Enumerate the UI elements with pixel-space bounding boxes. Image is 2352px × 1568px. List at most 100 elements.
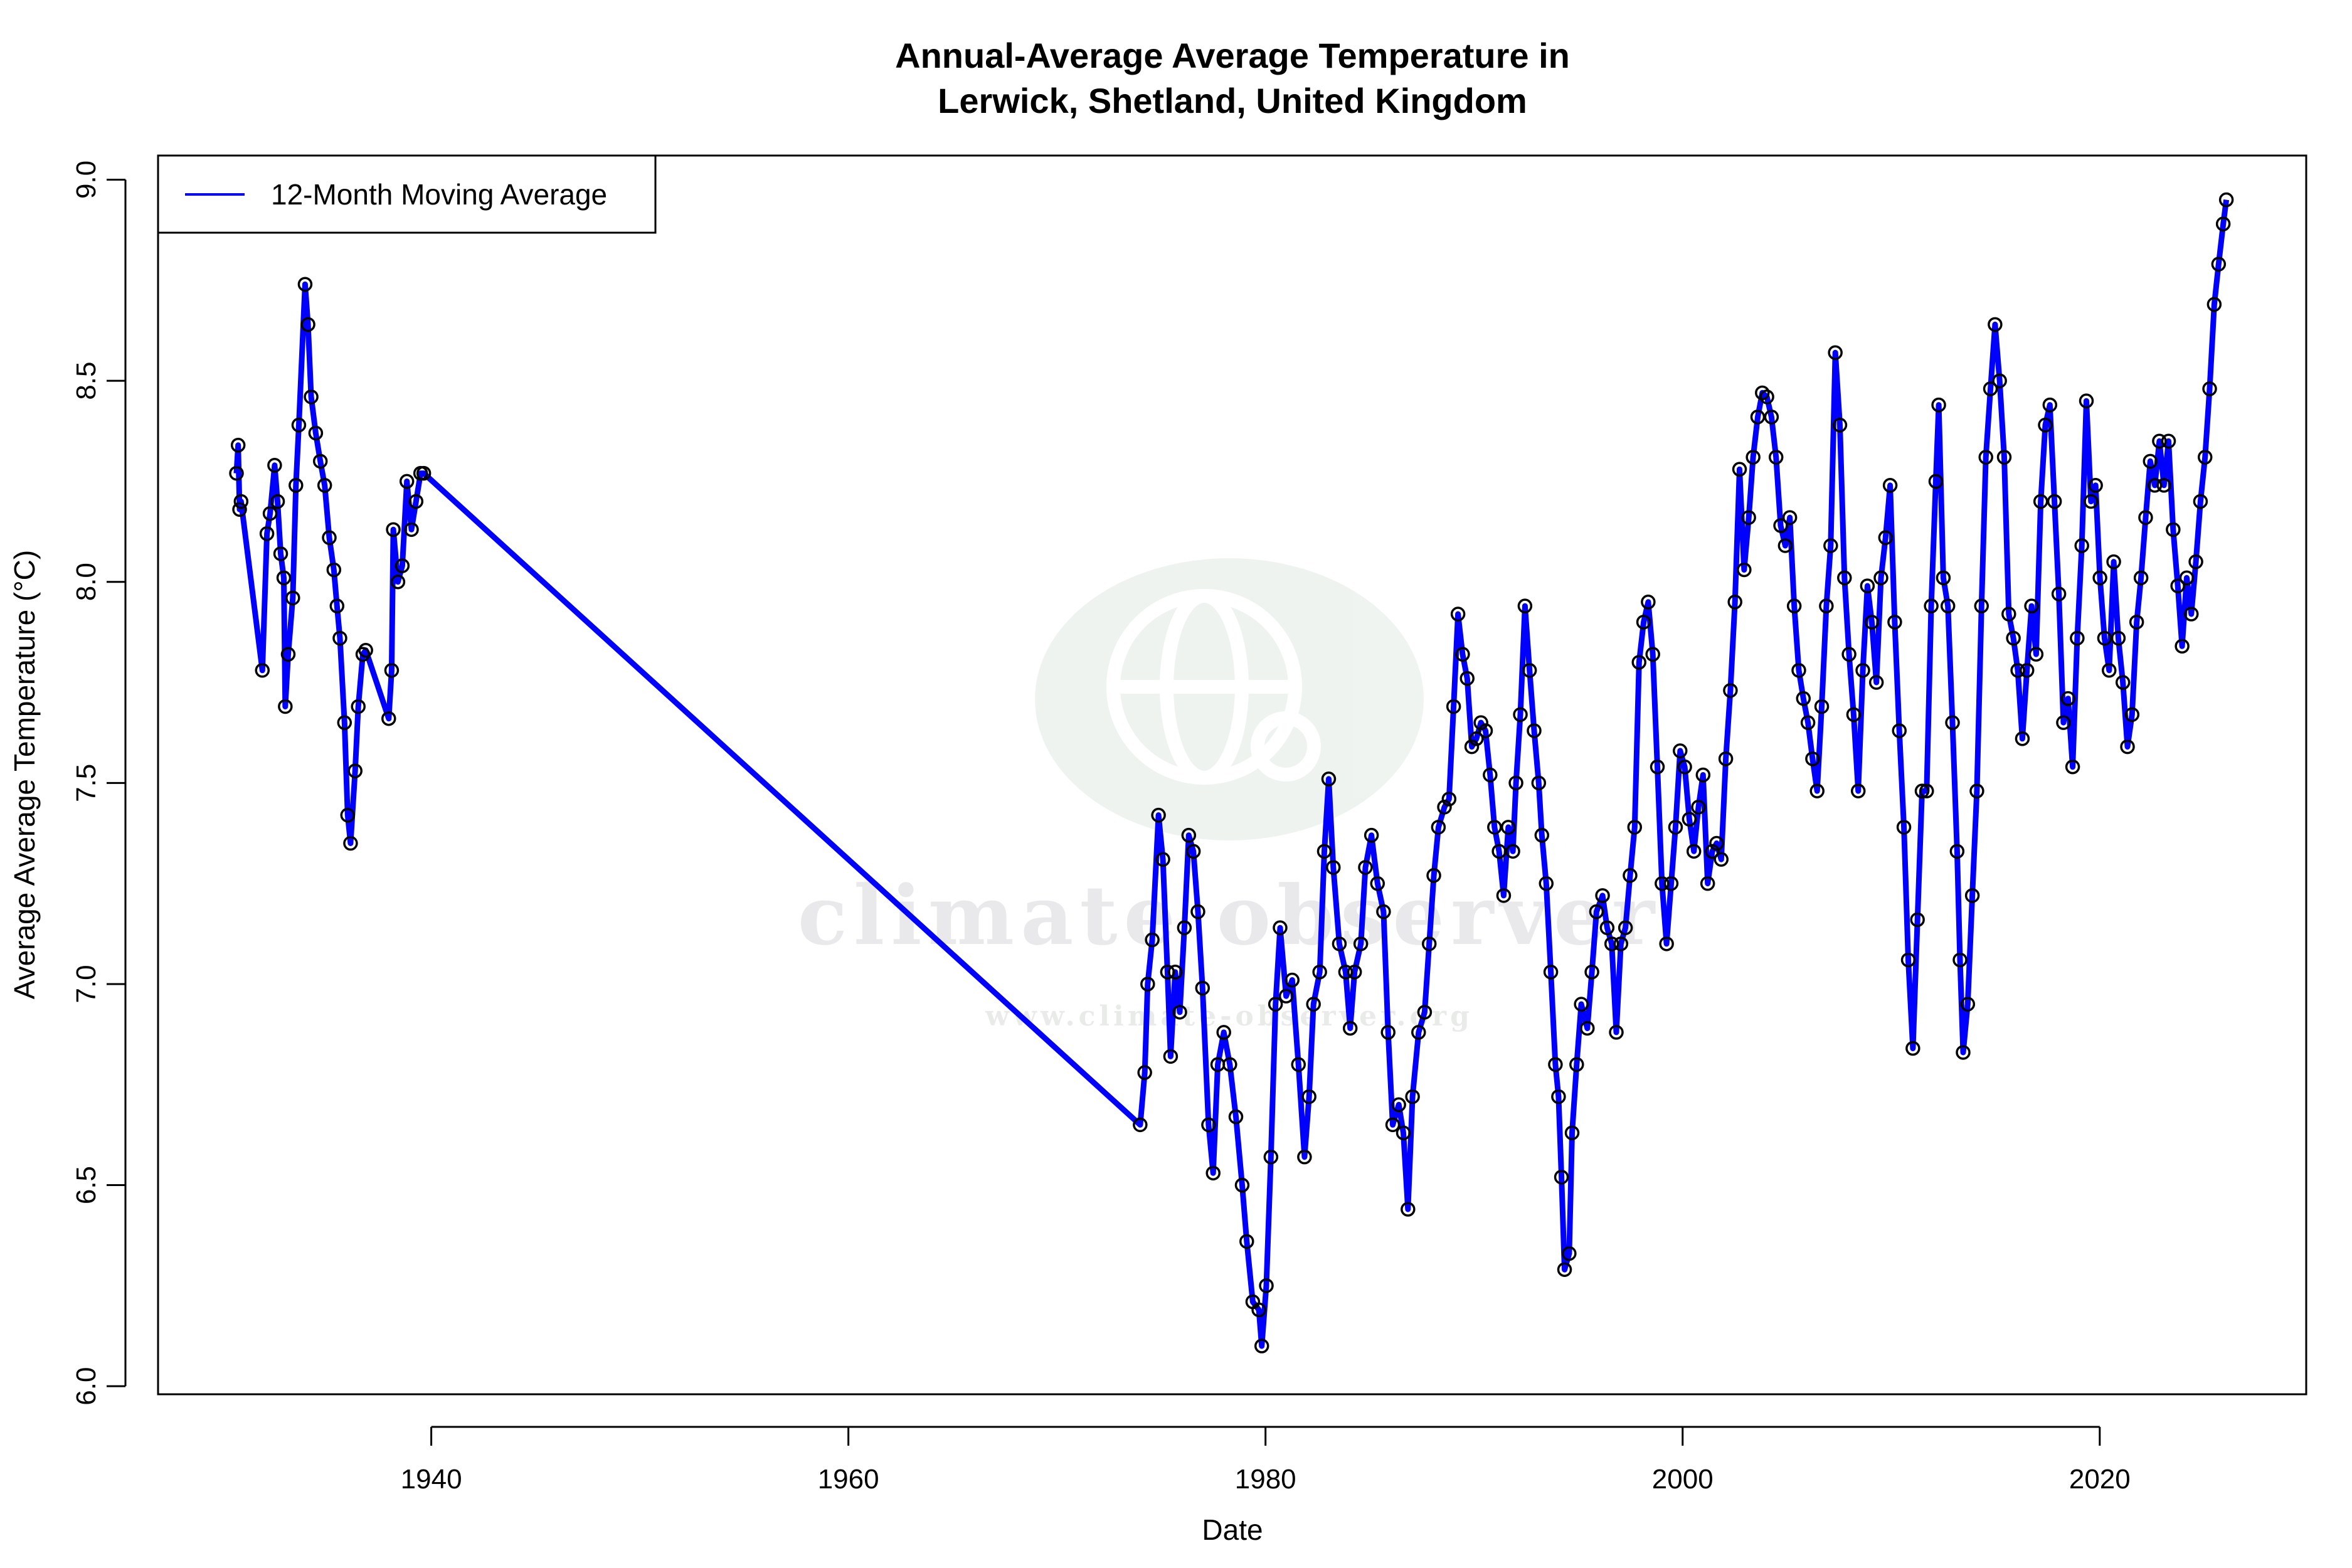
data-point xyxy=(1222,1057,1237,1072)
data-point xyxy=(280,647,296,662)
data-point xyxy=(2197,450,2213,465)
data-point xyxy=(1773,518,1788,533)
data-point xyxy=(386,522,401,538)
data-point xyxy=(1527,723,1542,738)
data-point xyxy=(2111,630,2126,646)
data-point xyxy=(1437,800,1452,815)
data-point xyxy=(1464,739,1480,755)
data-point xyxy=(1682,812,1697,827)
data-point xyxy=(312,453,328,469)
data-point xyxy=(1949,844,1965,859)
data-point xyxy=(1978,450,1993,465)
data-point xyxy=(2218,192,2234,208)
data-point xyxy=(1940,598,1956,613)
data-point xyxy=(1960,997,1976,1012)
data-point xyxy=(1137,1065,1152,1080)
data-point xyxy=(1819,598,1834,613)
data-point xyxy=(1956,1045,1971,1060)
data-point xyxy=(1905,1041,1920,1056)
data-point xyxy=(1936,570,1951,586)
chart-title-line-1: Annual-Average Average Temperature in xyxy=(895,36,1570,75)
legend: 12-Month Moving Average xyxy=(157,154,657,234)
y-axis-title: Average Average Temperature (°C) xyxy=(8,550,41,999)
data-point xyxy=(2006,630,2021,646)
data-point xyxy=(1459,670,1475,686)
data-point xyxy=(1868,675,1884,690)
data-point xyxy=(1181,827,1197,843)
data-point xyxy=(1473,715,1488,730)
data-point xyxy=(1737,562,1752,578)
data-point xyxy=(1732,462,1747,477)
data-point xyxy=(1370,876,1385,891)
data-point xyxy=(1618,920,1633,935)
data-point xyxy=(1604,936,1619,951)
data-point xyxy=(1301,1089,1316,1104)
data-point xyxy=(1539,876,1554,891)
y-tick-label: 7.5 xyxy=(71,764,102,802)
x-tick-label: 1960 xyxy=(818,1464,879,1495)
data-point xyxy=(384,663,400,678)
data-point xyxy=(2147,478,2163,493)
data-point xyxy=(1659,936,1674,951)
data-point xyxy=(1846,707,1862,723)
data-point xyxy=(2056,715,2071,730)
data-point xyxy=(2074,538,2089,553)
data-point xyxy=(2028,647,2044,662)
data-point xyxy=(2179,570,2195,586)
data-point xyxy=(2129,615,2144,630)
data-point xyxy=(1924,598,1939,613)
data-point xyxy=(1496,888,1512,903)
data-point xyxy=(291,417,307,433)
data-point xyxy=(2115,675,2131,690)
x-tick-label: 1980 xyxy=(1235,1464,1296,1495)
data-point xyxy=(1832,417,1848,433)
data-point xyxy=(1668,820,1683,835)
x-axis-title: Date xyxy=(1202,1513,1263,1546)
globe-icon xyxy=(1106,589,1321,785)
data-point xyxy=(1777,538,1793,553)
x-tick-label: 1940 xyxy=(401,1464,462,1495)
data-point xyxy=(1983,381,1998,396)
data-point xyxy=(1133,1117,1148,1133)
data-point xyxy=(1892,723,1907,738)
data-point xyxy=(1316,844,1332,859)
data-point xyxy=(2047,494,2062,509)
data-point xyxy=(2070,630,2085,646)
data-point xyxy=(1768,450,1784,465)
data-point xyxy=(1431,820,1446,835)
data-point xyxy=(1167,964,1183,980)
data-point xyxy=(2084,494,2099,509)
data-point xyxy=(1969,783,1984,798)
data-point xyxy=(1297,1149,1312,1165)
data-point xyxy=(1391,1097,1406,1113)
data-point xyxy=(1151,807,1166,823)
data-point xyxy=(1805,751,1820,766)
data-point xyxy=(255,663,270,678)
data-point xyxy=(1190,904,1205,919)
data-point xyxy=(1469,731,1484,746)
series-layer xyxy=(229,192,2234,1353)
data-point xyxy=(381,711,396,726)
data-point xyxy=(347,763,363,778)
data-point xyxy=(1718,751,1734,766)
data-point xyxy=(1483,767,1498,783)
data-point xyxy=(267,458,282,473)
data-point xyxy=(1800,715,1816,730)
legend-entry: 12-Month Moving Average xyxy=(271,178,607,211)
data-point xyxy=(2120,739,2135,755)
data-point xyxy=(1741,510,1756,525)
data-point xyxy=(1254,1338,1269,1353)
data-point xyxy=(1551,1089,1566,1104)
data-point xyxy=(259,526,275,541)
data-point xyxy=(1385,1117,1401,1133)
data-point xyxy=(322,530,337,545)
data-point xyxy=(1185,844,1201,859)
data-point xyxy=(1353,936,1369,951)
data-point xyxy=(262,506,278,521)
data-point xyxy=(1569,1057,1584,1072)
data-point xyxy=(2038,417,2053,433)
data-point xyxy=(300,317,315,332)
data-point xyxy=(1557,1262,1572,1277)
data-point xyxy=(2088,478,2103,493)
